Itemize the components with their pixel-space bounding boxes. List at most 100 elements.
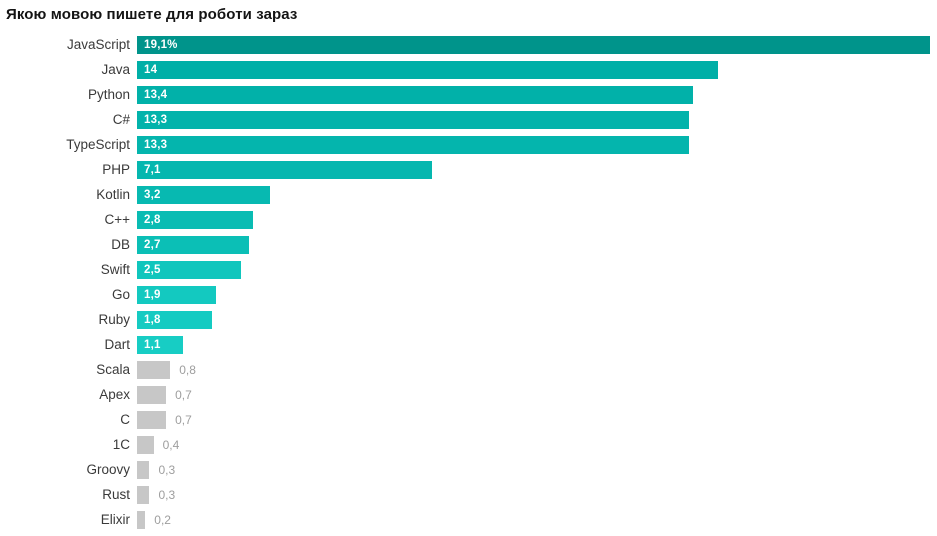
chart-row: 1C 0,4	[0, 432, 930, 457]
bar-track: 2,8	[137, 210, 930, 229]
bar-track: 2,7	[137, 235, 930, 254]
value-label: 14	[144, 63, 158, 76]
chart-row: Swift 2,5	[0, 257, 930, 282]
value-label: 0,7	[175, 387, 192, 402]
category-label: Go	[111, 287, 130, 302]
chart-row: Go 1,9	[0, 282, 930, 307]
chart-row: TypeScript 13,3	[0, 132, 930, 157]
bar-fill: 13,3	[137, 110, 690, 129]
bar-fill	[137, 360, 171, 379]
chart-row: Groovy 0,3	[0, 457, 930, 482]
chart-row: C++ 2,8	[0, 207, 930, 232]
value-label: 0,7	[175, 412, 192, 427]
value-label: 13,3	[144, 138, 168, 151]
bar-fill	[137, 410, 167, 429]
bar-track: 1,9	[137, 285, 930, 304]
chart-row: Rust 0,3	[0, 482, 930, 507]
category-label: Rust	[102, 487, 130, 502]
bar-track: 14	[137, 60, 930, 79]
chart-row: Elixir 0,2	[0, 507, 930, 532]
bar-fill: 19,1%	[137, 35, 930, 54]
value-label: 0,8	[179, 362, 196, 377]
value-label: 3,2	[144, 188, 161, 201]
category-label: 1C	[112, 437, 130, 452]
bar-track: 0,8	[137, 360, 930, 379]
category-label: Ruby	[98, 312, 130, 327]
category-label: Python	[87, 87, 130, 102]
bar-track: 13,4	[137, 85, 930, 104]
value-label: 13,4	[144, 88, 168, 101]
bar-fill: 13,3	[137, 135, 690, 154]
category-label: Elixir	[100, 512, 130, 527]
bar-fill: 1,1	[137, 335, 183, 354]
category-label: Dart	[104, 337, 130, 352]
category-label: C	[120, 412, 130, 427]
category-label: TypeScript	[66, 137, 130, 152]
category-label: Groovy	[86, 462, 130, 477]
category-label: PHP	[102, 162, 130, 177]
category-label: Scala	[96, 362, 130, 377]
chart-row: Java 14	[0, 57, 930, 82]
bar-fill: 1,9	[137, 285, 216, 304]
value-label: 0,2	[154, 512, 171, 527]
bar-fill: 2,7	[137, 235, 250, 254]
bar-track: 0,7	[137, 385, 930, 404]
bar-track: 1,1	[137, 335, 930, 354]
category-label: JavaScript	[66, 37, 130, 52]
bar-fill: 1,8	[137, 310, 212, 329]
category-label: Apex	[99, 387, 130, 402]
bar-fill	[137, 510, 146, 529]
chart-row: DB 2,7	[0, 232, 930, 257]
chart-row: PHP 7,1	[0, 157, 930, 182]
bar-track: 13,3	[137, 135, 930, 154]
category-label: C++	[104, 212, 130, 227]
bar-fill: 2,5	[137, 260, 241, 279]
bar-track: 7,1	[137, 160, 930, 179]
value-label: 7,1	[144, 163, 161, 176]
chart-row: JavaScript 19,1%	[0, 32, 930, 57]
chart-row: Scala 0,8	[0, 357, 930, 382]
bar-fill	[137, 485, 150, 504]
value-label: 0,4	[162, 437, 180, 452]
value-label: 13,3	[144, 113, 168, 126]
category-label: Kotlin	[96, 187, 130, 202]
bar-fill	[137, 385, 167, 404]
bar-fill: 2,8	[137, 210, 254, 229]
category-label: Swift	[100, 262, 130, 277]
category-label: C#	[112, 112, 130, 127]
value-label: 0,3	[158, 462, 176, 477]
chart-row: Kotlin 3,2	[0, 182, 930, 207]
value-label: 2,7	[144, 238, 161, 251]
bar-track: 19,1%	[137, 35, 930, 54]
bar-track: 2,5	[137, 260, 930, 279]
value-label: 1,9	[144, 288, 161, 301]
bar-fill: 13,4	[137, 85, 694, 104]
bar-track: 0,7	[137, 410, 930, 429]
bar-track: 13,3	[137, 110, 930, 129]
bar-track: 1,8	[137, 310, 930, 329]
bar-fill: 7,1	[137, 160, 432, 179]
bar-fill: 3,2	[137, 185, 270, 204]
category-label: DB	[111, 237, 130, 252]
bar-fill	[137, 435, 154, 454]
value-label: 0,3	[158, 487, 176, 502]
chart-row: Ruby 1,8	[0, 307, 930, 332]
bar-track: 3,2	[137, 185, 930, 204]
value-label: 1,1	[144, 338, 161, 351]
value-label: 2,5	[144, 263, 161, 276]
bar-track: 0,3	[137, 460, 930, 479]
chart-title: Якою мовою пишете для роботи зараз	[6, 6, 298, 23]
chart-row: Dart 1,1	[0, 332, 930, 357]
chart-row: Python 13,4	[0, 82, 930, 107]
bar-fill	[137, 460, 150, 479]
value-label: 1,8	[144, 313, 161, 326]
chart-rows: JavaScript 19,1% Java 14 Python 13,4 C# 13,3 Typ…	[0, 32, 930, 532]
chart-row: Apex 0,7	[0, 382, 930, 407]
value-label: 2,8	[144, 213, 161, 226]
chart-row: C# 13,3	[0, 107, 930, 132]
bar-track: 0,3	[137, 485, 930, 504]
bar-track: 0,2	[137, 510, 930, 529]
chart-row: C 0,7	[0, 407, 930, 432]
category-label: Java	[101, 62, 130, 77]
